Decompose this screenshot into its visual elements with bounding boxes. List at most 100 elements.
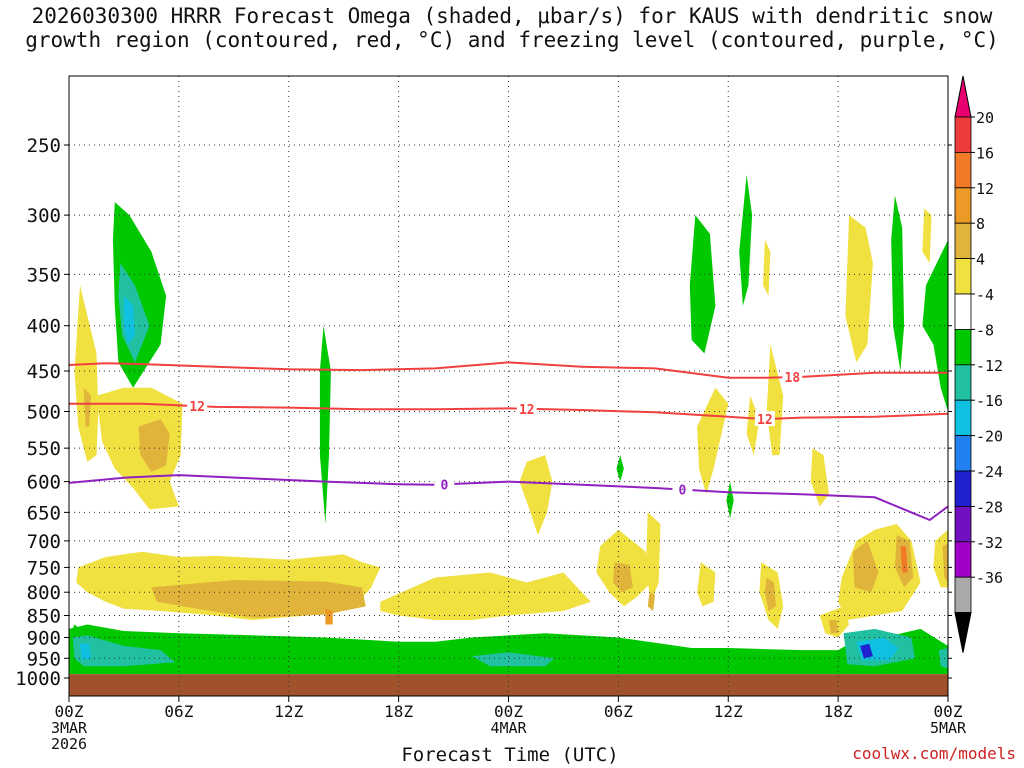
y-tick-label-950: 950 [27,648,61,670]
omega-shade-3 [319,325,331,524]
colorbar-bin-14 [954,576,972,614]
y-tick-label-850: 850 [27,606,61,628]
colorbar-label-5: -4 [976,286,994,304]
omega-shade-35 [852,540,879,593]
contour-label-1-label: 12 [189,400,205,415]
omega-shade-37 [900,546,908,573]
chart-title-line1: 2026030300 HRRR Forecast Omega (shaded, … [31,4,993,28]
x-tick-label-30-1: 06Z [604,702,633,721]
colorbar-bin-5 [954,258,972,295]
y-tick-label-750: 750 [27,557,61,579]
contour-label-bg-2-label [434,476,455,492]
omega-shade-49 [860,643,873,659]
x-tick-label-24-2: 4MAR [490,719,527,737]
x-tick-label-18-1: 18Z [384,702,413,721]
colorbar-label-7: -12 [976,357,1003,375]
x-tick-label-42-1: 18Z [824,702,853,721]
colorbar-label-9: -20 [976,428,1003,446]
y-tick-label-450: 450 [27,361,61,383]
y-tick-label-800: 800 [27,582,61,604]
y-tick-label-600: 600 [27,472,61,494]
omega-shade-17 [151,580,366,618]
colorbar-bin-7 [954,328,972,366]
x-tick-label-0-3: 2026 [51,735,87,753]
x-tick-label-0-2: 3MAR [51,719,88,737]
omega-shade-5 [739,174,753,306]
omega-shade-2 [123,295,135,345]
colorbar-label-6: -8 [976,321,994,339]
colorbar-bin-6 [954,293,972,330]
omega-shade-39 [942,543,948,583]
chart-title-line2: growth region (contoured, red, °C) and f… [25,28,999,52]
omega-shade-29 [764,577,776,611]
colorbar-bin-12 [954,505,972,543]
omega-shade-24 [697,387,729,495]
omega-shade-41 [829,620,839,634]
colorbar-bottom-arrow [954,612,972,653]
colorbar-label-11: -28 [976,498,1003,516]
colorbar-label-10: -24 [976,463,1003,481]
y-tick-label-300: 300 [27,205,61,227]
contour-label-bg-1-label2 [516,400,537,416]
colorbar-label-12: -32 [976,534,1003,552]
contour-label-bg-1-label3 [754,411,775,427]
colorbar-label-0: 20 [976,109,994,127]
x-tick-label-0-1: 00Z [55,702,84,721]
colorbar-label-2: 12 [976,180,994,198]
omega-shade-6 [891,195,905,371]
omega-shade-1 [118,263,150,363]
omega-shade-13 [138,419,170,472]
contour-label-1-label2: 12 [519,403,535,418]
contour-line-2 [68,474,949,522]
y-tick-label-350: 350 [27,264,61,286]
contour-label-bg-1-label [187,398,208,414]
omega-shade-31 [763,239,771,296]
y-tick-label-500: 500 [27,402,61,424]
x-axis-label: Forecast Time (UTC) [401,744,619,766]
colorbar-bin-11 [954,470,972,507]
omega-shade-50 [938,648,948,669]
omega-shade-33 [922,208,932,264]
x-tick-label-36-1: 12Z [714,702,743,721]
y-tick-label-700: 700 [27,531,61,553]
x-tick-label-48-1: 00Z [934,702,963,721]
y-tick-label-1000: 1000 [15,668,61,690]
omega-shade-14 [83,387,91,427]
credit-text: coolwx.com/models [852,744,1016,763]
omega-shade-26 [766,344,784,456]
colorbar-bin-4 [954,222,972,259]
y-tick-label-400: 400 [27,316,61,338]
colorbar-label-4: 4 [976,251,985,269]
omega-shade-21 [519,455,553,536]
omega-shade-22 [645,512,661,602]
omega-shade-7 [922,239,948,412]
colorbar-bin-13 [954,541,972,578]
colorbar-label-3: 8 [976,215,985,233]
x-tick-label-6-1: 06Z [164,702,193,721]
x-tick-label-12-1: 12Z [274,702,303,721]
colorbar-top-arrow [954,75,972,118]
omega-shade-25 [697,562,716,607]
colorbar-bin-9 [954,399,972,437]
colorbar-bin-2 [954,151,972,189]
y-tick-label-650: 650 [27,502,61,524]
colorbar-label-1: 16 [976,144,994,162]
omega-shade-20 [612,562,633,593]
ground-surface [69,674,948,696]
contour-label-2-label2: 0 [679,484,687,499]
omega-shade-10 [726,481,734,519]
y-tick-label-900: 900 [27,627,61,649]
contour-label-bg-2-label2 [672,481,693,497]
y-tick-label-550: 550 [27,438,61,460]
omega-shade-45 [80,643,91,661]
omega-shade-23 [647,592,655,611]
omega-shade-30 [810,448,829,507]
omega-shade-11 [74,285,99,462]
chart-title: 2026030300 HRRR Forecast Omega (shaded, … [0,4,1024,52]
omega-shade-46 [471,652,555,667]
contour-label-bg-0-label [782,369,803,385]
omega-shade-4 [689,215,716,354]
x-tick-label-48-2: 5MAR [930,719,967,737]
contour-label-2-label: 0 [440,478,448,493]
